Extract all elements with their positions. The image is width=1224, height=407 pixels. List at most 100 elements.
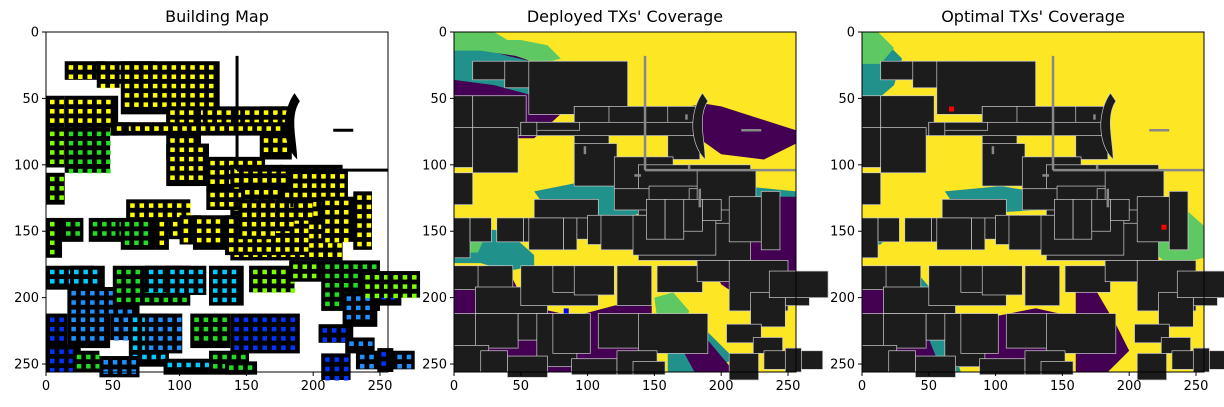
building-sample-point — [397, 354, 402, 360]
building-sample-point — [210, 179, 215, 184]
building-sample-point — [188, 166, 194, 171]
building-sample-point — [263, 190, 269, 195]
building-sample-point — [254, 119, 259, 125]
building-sample-point — [311, 183, 317, 188]
building-sample-point — [99, 336, 104, 341]
building-sample-point — [365, 296, 370, 301]
y-tick-label: 0 — [847, 26, 855, 41]
building-sample-point — [212, 269, 218, 275]
building — [1046, 313, 1117, 354]
building-sample-point — [99, 326, 104, 332]
building-sample-point — [154, 126, 159, 131]
building-sample-point — [162, 102, 167, 107]
building — [728, 353, 759, 381]
building — [750, 291, 786, 328]
building-sample-point — [198, 288, 203, 293]
building-sample-point — [143, 102, 149, 107]
building-sample-point — [176, 345, 182, 350]
x-tick-label: 0 — [42, 379, 50, 394]
building-sample-point — [132, 336, 138, 341]
building — [981, 143, 1026, 187]
building-sample-point — [231, 269, 237, 275]
building — [1024, 265, 1061, 306]
building-sample-point — [251, 203, 257, 208]
building-sample-point — [188, 156, 194, 162]
building-sample-point — [194, 336, 199, 341]
building-sample-point — [359, 354, 365, 360]
building-sample-point — [402, 275, 408, 280]
y-tick-label: 50 — [430, 92, 447, 107]
building-sample-point — [275, 126, 281, 131]
building-sample-point — [90, 300, 95, 305]
building-sample-point — [229, 160, 234, 166]
building-sample-point — [170, 138, 175, 143]
building-sample-point — [343, 200, 349, 206]
building-sample-point — [116, 126, 122, 131]
y-tick-label: 200 — [422, 291, 447, 306]
building — [453, 217, 471, 259]
building-sample-point — [148, 269, 154, 275]
building-sample-point — [215, 228, 221, 234]
building-sample-point — [71, 336, 76, 341]
building-sample-point — [271, 326, 277, 332]
building-sample-point — [102, 231, 107, 236]
x-tick-label: 100 — [983, 379, 1008, 394]
building-sample-point — [87, 99, 92, 105]
building-sample-point — [143, 231, 149, 236]
building-sample-point — [198, 166, 203, 171]
building-sample-point — [281, 288, 286, 293]
building-sample-point — [76, 364, 82, 369]
building-sample-point — [245, 119, 250, 125]
x-tick-label: 100 — [167, 379, 192, 394]
building-sample-point — [171, 83, 177, 89]
building-sample-point — [307, 203, 313, 208]
building-sample-point — [158, 279, 163, 284]
building-sample-point — [234, 326, 239, 332]
building-sample-point — [106, 99, 111, 105]
building-sample-point — [116, 279, 122, 284]
building-sample-point — [86, 354, 91, 360]
building-sample-point — [190, 65, 195, 70]
building-sample-point — [99, 309, 104, 315]
building-sample-point — [59, 317, 64, 323]
building — [1158, 291, 1194, 328]
building-sample-point — [207, 119, 213, 125]
building-sample-point — [222, 269, 227, 275]
building-sample-point — [188, 110, 194, 115]
building-sample-point — [334, 264, 340, 269]
building-sample-point — [294, 247, 300, 252]
building-sample-point — [50, 240, 55, 246]
building-sample-point — [355, 305, 361, 311]
building-sample-point — [102, 221, 107, 227]
building-sample-point — [59, 368, 64, 373]
building-sample-point — [247, 247, 253, 252]
building-sample-point — [90, 317, 95, 323]
building-sample-point — [76, 354, 82, 360]
building-sample-point — [188, 175, 194, 180]
y-tick-label: 250 — [830, 358, 855, 373]
building-sample-point — [124, 93, 130, 98]
building-sample-point — [179, 110, 185, 115]
building-sample-point — [159, 240, 165, 246]
building-sample-point — [293, 174, 298, 179]
building — [915, 355, 956, 378]
building-sample-point — [212, 326, 218, 332]
building-sample-point — [111, 221, 117, 227]
building — [469, 217, 492, 243]
building-sample-point — [393, 293, 398, 299]
building-sample-point — [245, 110, 250, 115]
building-sample-point — [322, 328, 328, 333]
building-sample-point — [279, 221, 285, 227]
building-sample-point — [331, 337, 337, 342]
building-sample-point — [106, 118, 111, 123]
building-sample-point — [229, 202, 234, 207]
building-sample-point — [281, 178, 286, 183]
building-sample-point — [281, 279, 286, 284]
building — [880, 127, 927, 174]
building-sample-point — [188, 138, 194, 143]
building-sample-point — [210, 202, 215, 207]
building-sample-point — [234, 168, 239, 174]
building-sample-point — [281, 269, 286, 275]
building-sample-point — [302, 183, 308, 188]
building-sample-point — [172, 297, 178, 303]
